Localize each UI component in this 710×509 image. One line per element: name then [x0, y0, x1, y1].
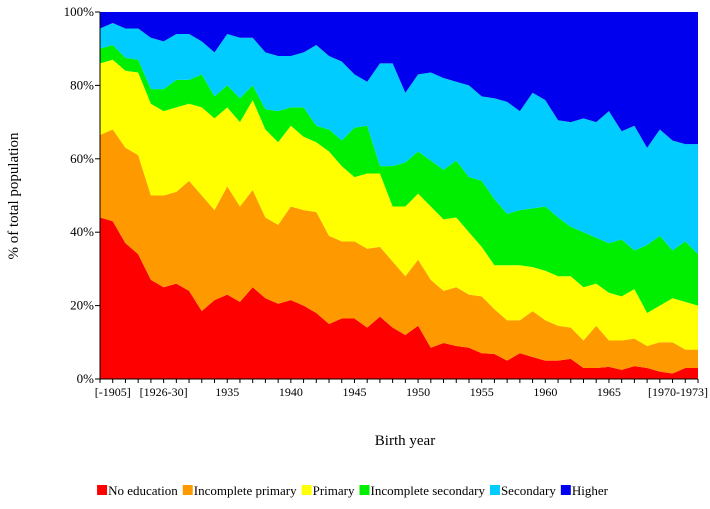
legend-swatch — [359, 485, 370, 495]
area — [100, 59, 698, 350]
legend-label: Incomplete secondary — [371, 483, 486, 498]
area — [100, 12, 698, 148]
area — [100, 217, 698, 379]
legend-swatch — [182, 485, 193, 495]
legend-swatch — [489, 485, 500, 495]
x-tick-label: [1926-30] — [140, 385, 188, 399]
y-axis-label: % of total population — [6, 132, 22, 260]
legend-swatch — [301, 485, 312, 495]
x-tick-label: 1960 — [533, 385, 557, 399]
legend-label: Incomplete primary — [194, 483, 297, 498]
area — [100, 45, 698, 313]
legend-label: Higher — [572, 483, 609, 498]
legend-label: Primary — [313, 483, 355, 498]
x-tick-label: [-1905] — [95, 385, 131, 399]
x-tick-label: 1955 — [470, 385, 494, 399]
legend: No education Incomplete primary Primary Inc… — [97, 483, 609, 498]
legend-swatch — [560, 485, 571, 495]
y-tick-label: 40% — [70, 224, 94, 239]
x-tick-label: 1940 — [279, 385, 303, 399]
area — [100, 129, 698, 374]
y-tick-label: 0% — [77, 371, 95, 386]
legend-swatch — [97, 485, 108, 495]
legend-label: Secondary — [501, 483, 556, 498]
x-tick-label: 1965 — [597, 385, 621, 399]
y-tick-label: 80% — [70, 77, 94, 92]
x-tick-label: 1950 — [406, 385, 430, 399]
y-tick-label: 20% — [70, 298, 94, 313]
area — [100, 23, 698, 255]
y-tick-label: 100% — [64, 4, 95, 19]
y-tick-label: 60% — [70, 151, 94, 166]
legend-label: No education — [108, 483, 178, 498]
x-tick-label: 1935 — [215, 385, 239, 399]
x-tick-label: 1945 — [342, 385, 366, 399]
x-tick-label: [1970-1973] — [648, 385, 708, 399]
x-axis-label: Birth year — [375, 433, 435, 449]
